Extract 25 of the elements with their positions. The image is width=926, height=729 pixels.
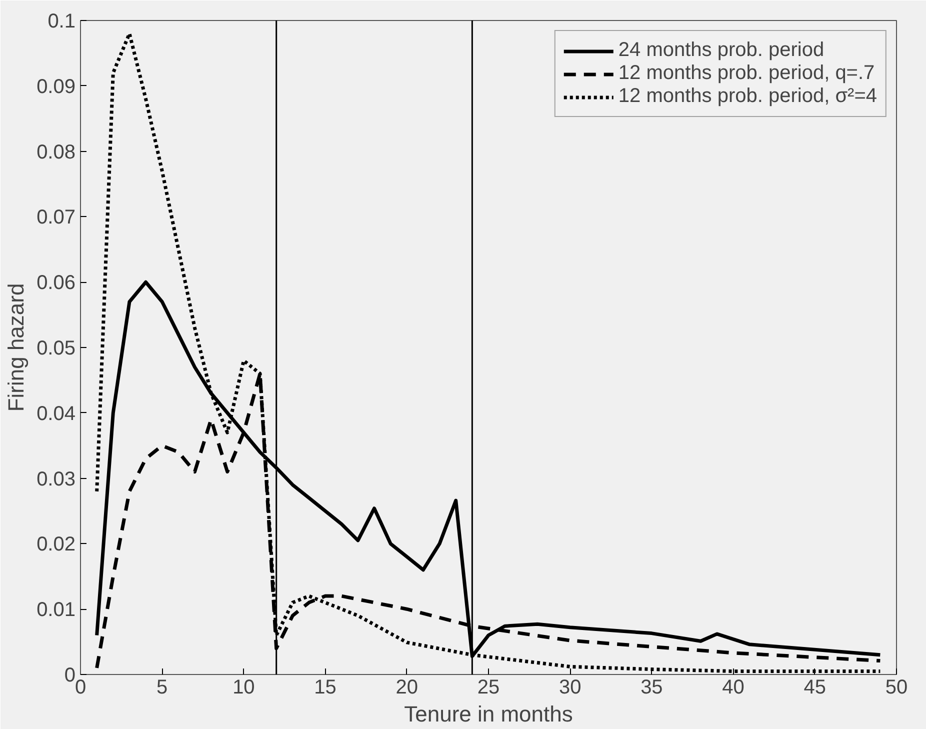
x-tick-label: 25 [477, 676, 500, 698]
x-tick-label: 45 [804, 676, 826, 698]
x-tick-label: 5 [156, 676, 168, 698]
y-tick-label: 0.05 [36, 338, 76, 360]
x-tick-label: 40 [722, 676, 744, 698]
x-axis-title: Tenure in months [404, 702, 573, 726]
x-tick-label: 10 [232, 676, 255, 698]
y-tick-label: 0.03 [36, 468, 76, 490]
x-tick-label: 30 [558, 676, 582, 698]
y-tick-label: 0.07 [36, 206, 76, 229]
x-tick-label: 50 [885, 676, 908, 698]
legend-label: 24 months prob. period [618, 39, 824, 62]
x-tick-label: 20 [396, 676, 418, 698]
legend-label: 12 months prob. period, q=.7 [618, 62, 875, 85]
y-tick-label: 0.08 [36, 141, 76, 164]
y-axis-title: Firing hazard [4, 283, 29, 412]
x-tick-label: 35 [640, 676, 663, 698]
y-tick-label: 0.04 [36, 402, 76, 425]
legend-label: 12 months prob. period, σ²=4 [618, 85, 877, 108]
y-tick-label: 0.06 [36, 272, 76, 294]
y-tick-label: 0.09 [36, 76, 76, 98]
x-tick-label: 15 [314, 676, 336, 698]
y-tick-label: 0.01 [36, 599, 76, 622]
y-tick-label: 0.1 [48, 10, 76, 32]
y-tick-label: 0.02 [36, 534, 76, 556]
